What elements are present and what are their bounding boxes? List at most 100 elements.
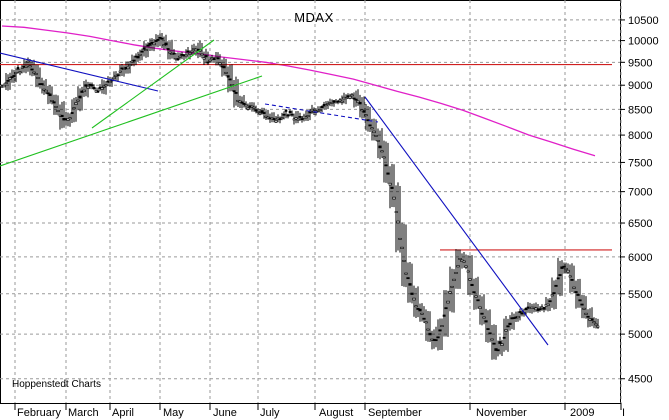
price-bar-body: [300, 118, 304, 121]
price-bar-body: [542, 307, 546, 310]
price-bar-body: [414, 305, 418, 308]
price-bar-body: [340, 100, 344, 103]
price-bar-body: [428, 332, 432, 336]
trendline-blue-dashed: [264, 103, 379, 123]
price-bar-body: [466, 270, 470, 273]
price-bar-body: [192, 48, 196, 50]
price-bar-body: [32, 71, 36, 74]
price-bar-body: [262, 112, 266, 114]
price-bar-body: [482, 316, 486, 319]
price-bar-body: [304, 116, 308, 119]
price-bar-body: [128, 64, 132, 67]
price-bar-body: [172, 52, 176, 55]
price-bar-body: [290, 113, 294, 116]
price-bar-body: [232, 90, 236, 93]
price-bar-body: [202, 57, 206, 60]
price-bar-body: [308, 111, 312, 114]
price-bar-body: [78, 95, 82, 99]
price-bar-body: [524, 307, 528, 311]
price-bar-body: [412, 297, 416, 301]
price-bar-body: [550, 294, 554, 297]
x-tick-label-march: March: [68, 407, 99, 419]
price-bar-body: [86, 85, 90, 89]
price-bar-body: [406, 277, 410, 280]
price-bar-body: [294, 117, 298, 120]
price-bar-body: [326, 103, 330, 105]
price-bar-body: [388, 182, 392, 186]
price-bar-body: [458, 258, 462, 260]
price-bar-body: [16, 67, 20, 70]
price-bar-body: [368, 124, 372, 127]
price-bar-body: [448, 291, 452, 294]
y-tick-label: 10500: [628, 15, 659, 27]
price-bar-body: [72, 107, 76, 110]
trendline-blue-down: [364, 96, 549, 346]
price-bar-body: [320, 106, 324, 109]
price-bar-body: [26, 60, 30, 63]
price-bar-body: [580, 303, 584, 306]
price-bar-body: [76, 99, 80, 102]
price-bar-body: [480, 312, 484, 315]
price-bar-body: [258, 112, 262, 115]
price-bar-body: [98, 86, 102, 89]
y-tick-label: 9000: [628, 80, 652, 92]
price-bar-body: [210, 57, 214, 60]
y-tick-label: 9500: [628, 57, 652, 69]
price-bar-body: [24, 65, 28, 68]
price-bar-body: [252, 106, 256, 109]
price-bar-body: [370, 127, 374, 130]
price-bar-body: [156, 38, 160, 41]
price-bar-body: [498, 341, 502, 344]
price-bar-body: [96, 90, 100, 93]
price-bar-body: [236, 99, 240, 102]
price-bar-body: [60, 114, 64, 117]
price-bar-body: [358, 101, 362, 105]
price-bar-body: [164, 42, 168, 46]
trendline-green-short: [91, 39, 215, 129]
price-bar-body: [174, 58, 178, 60]
price-bar-body: [242, 103, 246, 105]
price-bar-body: [356, 100, 360, 103]
price-bar-body: [118, 70, 122, 73]
price-bar-body: [12, 75, 16, 77]
price-bar-body: [4, 82, 8, 84]
price-bar-body: [126, 66, 130, 70]
price-bar-body: [500, 343, 504, 346]
price-bar-body: [30, 68, 34, 71]
price-bar-body: [566, 269, 570, 273]
price-bar-body: [124, 66, 128, 70]
price-bar-body: [502, 336, 506, 339]
price-bar-body: [212, 58, 216, 60]
price-bar-body: [208, 59, 212, 62]
price-bar-body: [560, 266, 564, 269]
price-bar-body: [352, 97, 356, 100]
trend-overlays: [0, 39, 549, 346]
price-bar-body: [234, 92, 238, 94]
price-bar-body: [14, 71, 18, 74]
price-bar-body: [180, 53, 184, 56]
x-tick-label-2009: 2009: [570, 407, 594, 419]
y-axis: 4500 5000 5500 6000 6500 7000 7500 8000 8500 9000…: [620, 15, 659, 386]
price-bar-body: [390, 186, 394, 189]
price-bar-body: [116, 74, 120, 77]
price-bar-body: [114, 74, 118, 77]
price-bar-body: [400, 246, 404, 249]
price-bar-body: [18, 71, 22, 74]
price-bar-body: [154, 40, 158, 42]
price-bar-body: [196, 48, 200, 51]
price-bar-body: [90, 84, 94, 87]
price-bar-body: [40, 83, 44, 85]
x-tick-label-june: June: [213, 407, 237, 419]
price-bar-body: [408, 283, 412, 286]
price-bar-body: [54, 106, 58, 108]
x-tick-label-september: September: [368, 407, 422, 419]
price-bar-body: [380, 150, 384, 153]
y-tick-label: 10000: [628, 36, 659, 48]
price-bar-body: [204, 55, 208, 58]
price-bar-body: [584, 312, 588, 315]
price-bar-body: [354, 98, 358, 101]
y-tick-label: 8500: [628, 104, 652, 116]
price-bar-body: [220, 65, 224, 68]
price-bar-body: [438, 329, 442, 332]
